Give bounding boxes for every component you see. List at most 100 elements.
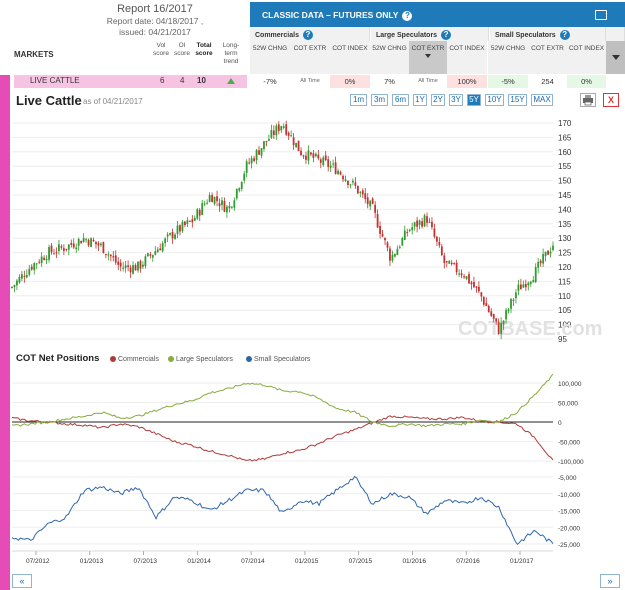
candle-body <box>443 255 446 263</box>
candle-body <box>122 267 125 269</box>
range-6m[interactable]: 6m <box>392 94 409 106</box>
subcol-sspec-extr[interactable]: COT EXTR <box>528 41 567 74</box>
range-2y[interactable]: 2Y <box>431 94 445 106</box>
cot-tick-label: -100,000 <box>558 459 584 466</box>
candle-body <box>174 234 176 239</box>
subcol-lspec-index[interactable]: COT INDEX <box>447 41 487 74</box>
range-10y[interactable]: 10Y <box>485 94 504 106</box>
subcol-sspec-index[interactable]: COT INDEX <box>567 41 606 74</box>
candle-body <box>109 254 112 257</box>
lspec-52w: 7% <box>384 77 395 86</box>
subcol-comm-index[interactable]: COT INDEX <box>330 41 370 74</box>
range-5y[interactable]: 5Y <box>467 94 481 106</box>
candle-body <box>226 206 228 213</box>
market-name[interactable]: LIVE CATTLE <box>30 76 80 85</box>
candle-body <box>515 292 517 299</box>
print-chart-button[interactable] <box>580 93 596 107</box>
candle-body <box>146 253 149 257</box>
help-icon[interactable]: ? <box>559 30 570 40</box>
candle-body <box>460 273 463 276</box>
candle-body <box>391 254 394 261</box>
help-icon[interactable]: ? <box>302 30 313 40</box>
candle-body <box>480 292 483 297</box>
header-title: CLASSIC DATA – FUTURES ONLY <box>262 10 399 20</box>
subcol-sspec-52w[interactable]: 52W CHNG <box>488 41 528 74</box>
cot-tick-label: 0 <box>558 420 562 427</box>
legend-small-speculators[interactable]: Small Speculators <box>246 356 310 363</box>
candle-body <box>413 222 416 227</box>
candle-body <box>104 253 107 255</box>
candle-body <box>510 298 512 309</box>
candle-body <box>218 203 221 207</box>
candle-body <box>401 238 404 246</box>
candle-body <box>92 239 95 242</box>
subcol-lspec-52w[interactable]: 52W CHNG <box>370 41 409 74</box>
candle-body <box>477 286 480 292</box>
close-chart-button[interactable]: X <box>603 93 619 107</box>
candle-body <box>243 173 246 181</box>
subcol-comm-52w[interactable]: 52W CHNG <box>250 41 290 74</box>
cot-title: COT Net Positions <box>16 353 100 364</box>
candle-body <box>475 286 478 288</box>
candle-body <box>33 263 36 271</box>
candle-body <box>393 254 396 257</box>
candle-body <box>161 243 164 252</box>
range-3y[interactable]: 3Y <box>449 94 463 106</box>
price-tick-label: 155 <box>558 162 572 171</box>
candle-body <box>228 205 231 209</box>
candle-body <box>277 124 280 131</box>
print-icon[interactable] <box>595 10 607 20</box>
help-icon[interactable]: ? <box>441 30 452 40</box>
subcol-comm-extr[interactable]: COT EXTR <box>290 41 330 74</box>
prev-button[interactable]: « <box>12 574 32 588</box>
legend-commercials[interactable]: Commercials <box>110 356 159 363</box>
range-1y[interactable]: 1Y <box>413 94 427 106</box>
candle-body <box>198 209 201 216</box>
subcol-lspec-extr[interactable]: COT EXTR <box>409 41 447 74</box>
candle-body <box>527 282 530 286</box>
candle-body <box>473 282 475 288</box>
candle-body <box>463 276 465 278</box>
candle-body <box>151 254 154 258</box>
candle-body <box>144 256 147 267</box>
candle-body <box>438 241 441 246</box>
candle-body <box>260 148 263 156</box>
range-max[interactable]: MAX <box>531 94 553 106</box>
candle-body <box>512 299 515 301</box>
candle-body <box>359 192 362 194</box>
candle-body <box>374 204 377 213</box>
scroll-down-button[interactable] <box>606 41 625 74</box>
candle-body <box>171 232 174 239</box>
range-1m[interactable]: 1m <box>350 94 367 106</box>
legend-large-speculators[interactable]: Large Speculators <box>168 356 233 363</box>
comm-index: 0% <box>330 75 370 88</box>
candle-body <box>537 262 540 268</box>
candle-body <box>45 258 48 261</box>
report-issued: issued: 04/21/2017 <box>119 27 191 37</box>
candle-body <box>250 158 253 164</box>
x-tick-label: 01/2014 <box>187 558 211 565</box>
watermark-text: COTBASE.com <box>458 318 602 340</box>
candle-body <box>245 161 248 173</box>
range-3m[interactable]: 3m <box>371 94 388 106</box>
candle-body <box>371 198 374 204</box>
help-icon[interactable]: ? <box>402 11 413 21</box>
candle-body <box>117 261 120 265</box>
candle-body <box>191 219 194 223</box>
candle-body <box>203 203 206 205</box>
candle-body <box>216 196 218 202</box>
range-15y[interactable]: 15Y <box>508 94 527 106</box>
vol-score: 6 <box>160 76 165 85</box>
candle-body <box>426 216 428 223</box>
candle-body <box>381 233 384 237</box>
x-tick-label: 07/2015 <box>349 558 373 565</box>
markets-header: MARKETS <box>14 50 54 59</box>
candle-body <box>102 242 105 254</box>
market-row-live-cattle[interactable]: LIVE CATTLE 6 4 10 <box>14 75 247 88</box>
next-button[interactable]: » <box>600 574 620 588</box>
candle-body <box>450 262 453 265</box>
price-tick-label: 165 <box>558 133 572 142</box>
candle-body <box>339 171 342 175</box>
price-tick-label: 115 <box>558 277 571 286</box>
candle-body <box>132 265 134 274</box>
